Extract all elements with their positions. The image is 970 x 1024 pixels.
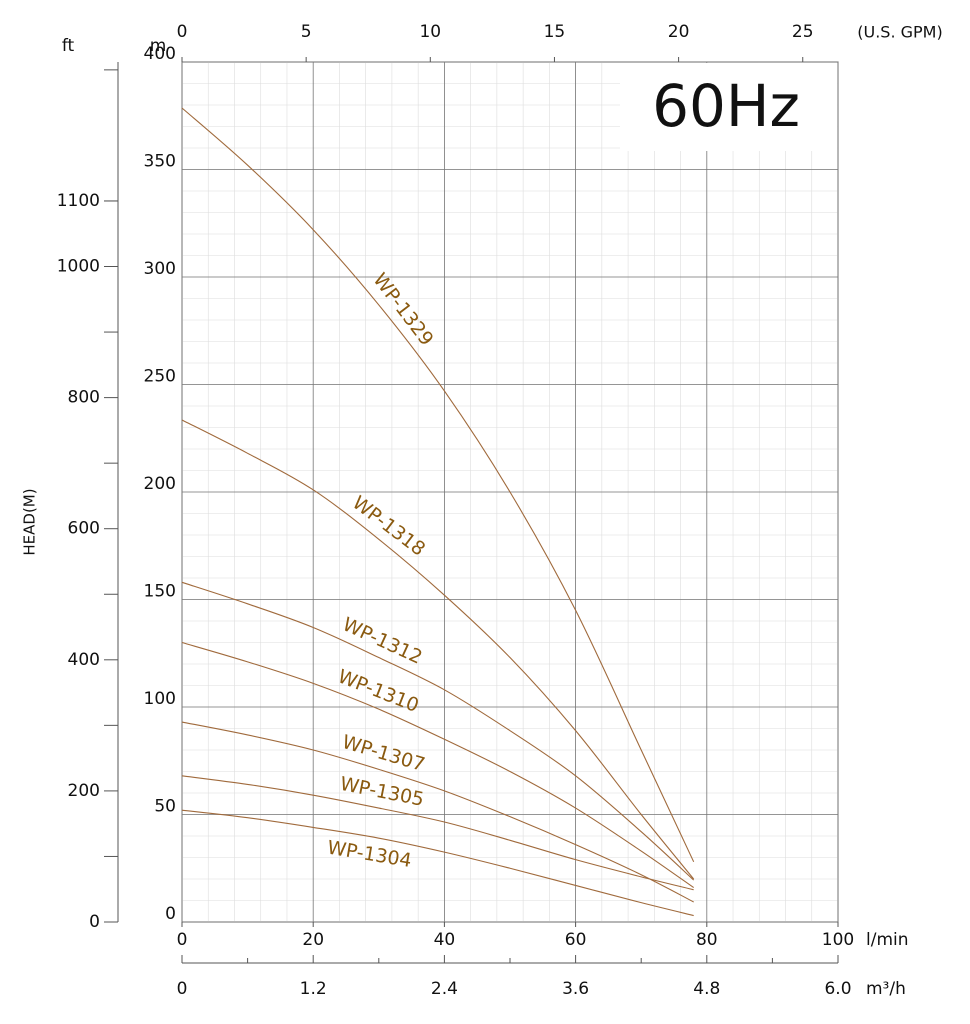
x2-tick-label: 15: [544, 22, 566, 42]
pump-curve: [181, 641, 694, 889]
x3-tick-label: 3.6: [562, 979, 589, 999]
x-tick-label: 20: [302, 930, 324, 950]
x-unit: l/min: [866, 930, 909, 950]
major-grid: [181, 61, 839, 923]
pump-curve: [181, 107, 695, 863]
y-tick-label: 50: [154, 797, 176, 817]
annotation: 60Hz: [652, 72, 800, 140]
y2-unit: ft: [62, 36, 75, 56]
x-tick-label: 0: [177, 930, 188, 950]
pump-curve: [181, 721, 694, 903]
y2-tick-label: 600: [68, 519, 100, 539]
x-tick-label: 80: [696, 930, 718, 950]
y-tick-label: 100: [144, 689, 176, 709]
y2-tick-label: 400: [68, 650, 100, 670]
y-tick-label: 350: [144, 152, 176, 172]
y2-tick-label: 1000: [57, 257, 100, 277]
y2-tick-label: 200: [68, 781, 100, 801]
x3-tick-label: 6.0: [824, 979, 851, 999]
x2-tick-label: 20: [668, 22, 690, 42]
pump-curve: [181, 581, 695, 881]
x3-tick-label: 2.4: [431, 979, 458, 999]
pump-curve: [181, 775, 694, 891]
y-unit: m: [150, 36, 167, 56]
pump-curve: [181, 809, 694, 917]
x3-unit: m³/h: [866, 979, 906, 999]
x2-tick-label: 0: [177, 22, 188, 42]
x-tick-label: 40: [434, 930, 456, 950]
x2-unit: (U.S. GPM): [857, 23, 942, 42]
y2-tick-label: 1100: [57, 191, 100, 211]
x-tick-label: 100: [822, 930, 854, 950]
x-tick-label: 60: [565, 930, 587, 950]
x3-tick-label: 4.8: [693, 979, 720, 999]
y-tick-label: 150: [144, 582, 176, 602]
y-tick-label: 0: [165, 904, 176, 924]
y2-tick-label: 800: [68, 388, 100, 408]
annotation-box: [620, 63, 837, 151]
x3-tick-label: 0: [177, 979, 188, 999]
pump-curve: [181, 419, 695, 880]
x3-tick-label: 1.2: [300, 979, 327, 999]
y-tick-label: 200: [144, 474, 176, 494]
x2-tick-label: 25: [792, 22, 814, 42]
x2-tick-label: 5: [301, 22, 312, 42]
y-axis-title: HEAD(M): [21, 488, 39, 555]
y2-tick-label: 0: [89, 912, 100, 932]
y-tick-label: 400: [144, 44, 176, 64]
y-tick-label: 300: [144, 259, 176, 279]
y-tick-label: 250: [144, 367, 176, 387]
x2-tick-label: 10: [419, 22, 441, 42]
